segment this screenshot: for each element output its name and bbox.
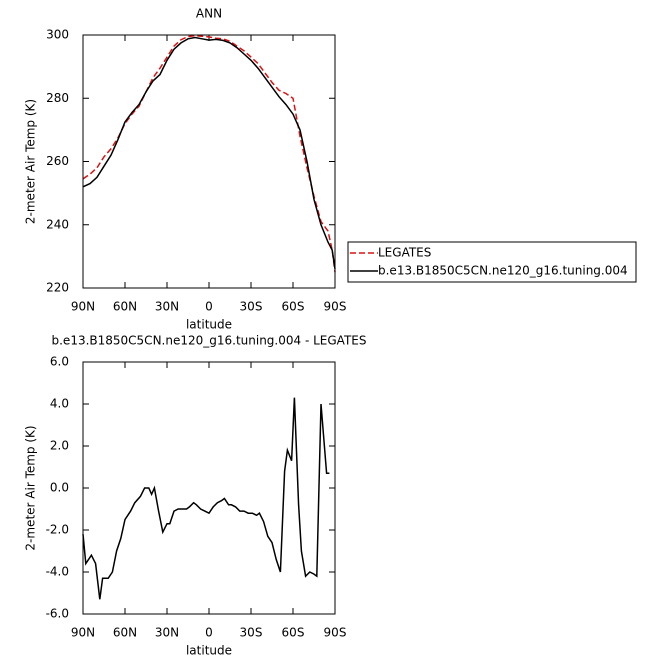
y-tick-label: 280 <box>46 91 69 105</box>
data-line <box>82 397 330 600</box>
legend-label: LEGATES <box>378 246 431 260</box>
legend-box <box>347 241 637 283</box>
y-tick-label: 6.0 <box>50 355 69 369</box>
y-tick-label: -4.0 <box>46 565 69 579</box>
y-tick-label: 0.0 <box>50 481 69 495</box>
data-line <box>82 36 336 270</box>
chart-title: b.e13.B1850C5CN.ne120_g16.tuning.004 - L… <box>52 334 367 348</box>
chart-title: ANN <box>196 7 222 21</box>
x-tick-label: 90S <box>324 300 347 314</box>
y-tick-label: 240 <box>46 217 69 231</box>
x-tick-label: 90S <box>324 626 347 640</box>
x-tick-label: 60N <box>113 300 137 314</box>
x-tick-label: 60N <box>113 626 137 640</box>
x-tick-label: 60S <box>282 626 305 640</box>
x-tick-label: 30N <box>155 300 179 314</box>
y-tick-label: -6.0 <box>46 607 69 621</box>
y-axis-label: 2-meter Air Temp (K) <box>24 425 38 550</box>
x-tick-label: 90N <box>71 300 95 314</box>
y-tick-label: 220 <box>46 281 69 295</box>
y-axis-label: 2-meter Air Temp (K) <box>24 99 38 224</box>
x-axis-label: latitude <box>186 318 232 332</box>
data-line <box>82 34 336 273</box>
x-tick-label: 60S <box>282 300 305 314</box>
x-tick-label: 0 <box>205 626 213 640</box>
legend-label: b.e13.B1850C5CN.ne120_g16.tuning.004 <box>378 264 628 278</box>
x-tick-label: 0 <box>205 300 213 314</box>
plot-frame <box>82 34 336 289</box>
y-tick-label: 260 <box>46 154 69 168</box>
y-tick-label: 2.0 <box>50 439 69 453</box>
x-tick-label: 30N <box>155 626 179 640</box>
y-tick-label: 300 <box>46 28 69 42</box>
x-tick-label: 30S <box>240 300 263 314</box>
x-tick-label: 30S <box>240 626 263 640</box>
plot-frame <box>82 361 336 615</box>
x-axis-label: latitude <box>186 644 232 658</box>
y-tick-label: 4.0 <box>50 397 69 411</box>
x-tick-label: 90N <box>71 626 95 640</box>
y-tick-label: -2.0 <box>46 523 69 537</box>
